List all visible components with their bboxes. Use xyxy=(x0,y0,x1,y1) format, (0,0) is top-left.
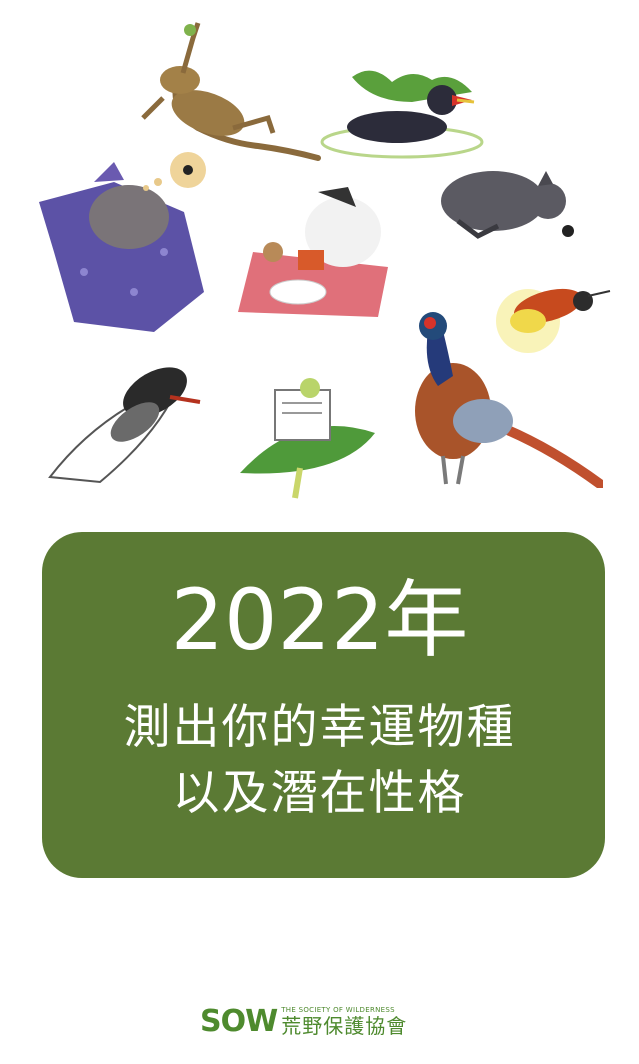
frog-newspaper-icon xyxy=(240,378,375,499)
bird-picnic-icon xyxy=(238,187,388,317)
sow-logo-text: SOW xyxy=(200,1004,278,1039)
animal-illustrations xyxy=(0,0,639,510)
card-subtitle-line2: 以及潛在性格 xyxy=(172,766,467,821)
card-subtitle-line1: 測出你的幸運物種 xyxy=(123,700,516,755)
footer-logo: SOW THE SOCIETY OF WILDERNESS 荒野保護協會 xyxy=(200,1004,407,1039)
thought-bubble-icon xyxy=(143,152,206,191)
pheasant-icon xyxy=(415,312,603,488)
sow-logo: SOW xyxy=(200,1004,278,1039)
card-title: 2022年 xyxy=(170,571,469,669)
org-name-zh: 荒野保護協會 xyxy=(281,1014,408,1038)
cicada-icon xyxy=(48,367,201,484)
firefly-icon xyxy=(496,288,611,353)
lizard-icon xyxy=(141,22,321,161)
sleeping-bat-icon xyxy=(39,162,204,332)
org-name: THE SOCIETY OF WILDERNESS 荒野保護協會 xyxy=(281,1006,408,1038)
quiz-card xyxy=(42,532,605,878)
org-name-en: THE SOCIETY OF WILDERNESS xyxy=(281,1006,395,1014)
bat-icon xyxy=(441,171,574,239)
moorhen-icon xyxy=(320,70,484,159)
